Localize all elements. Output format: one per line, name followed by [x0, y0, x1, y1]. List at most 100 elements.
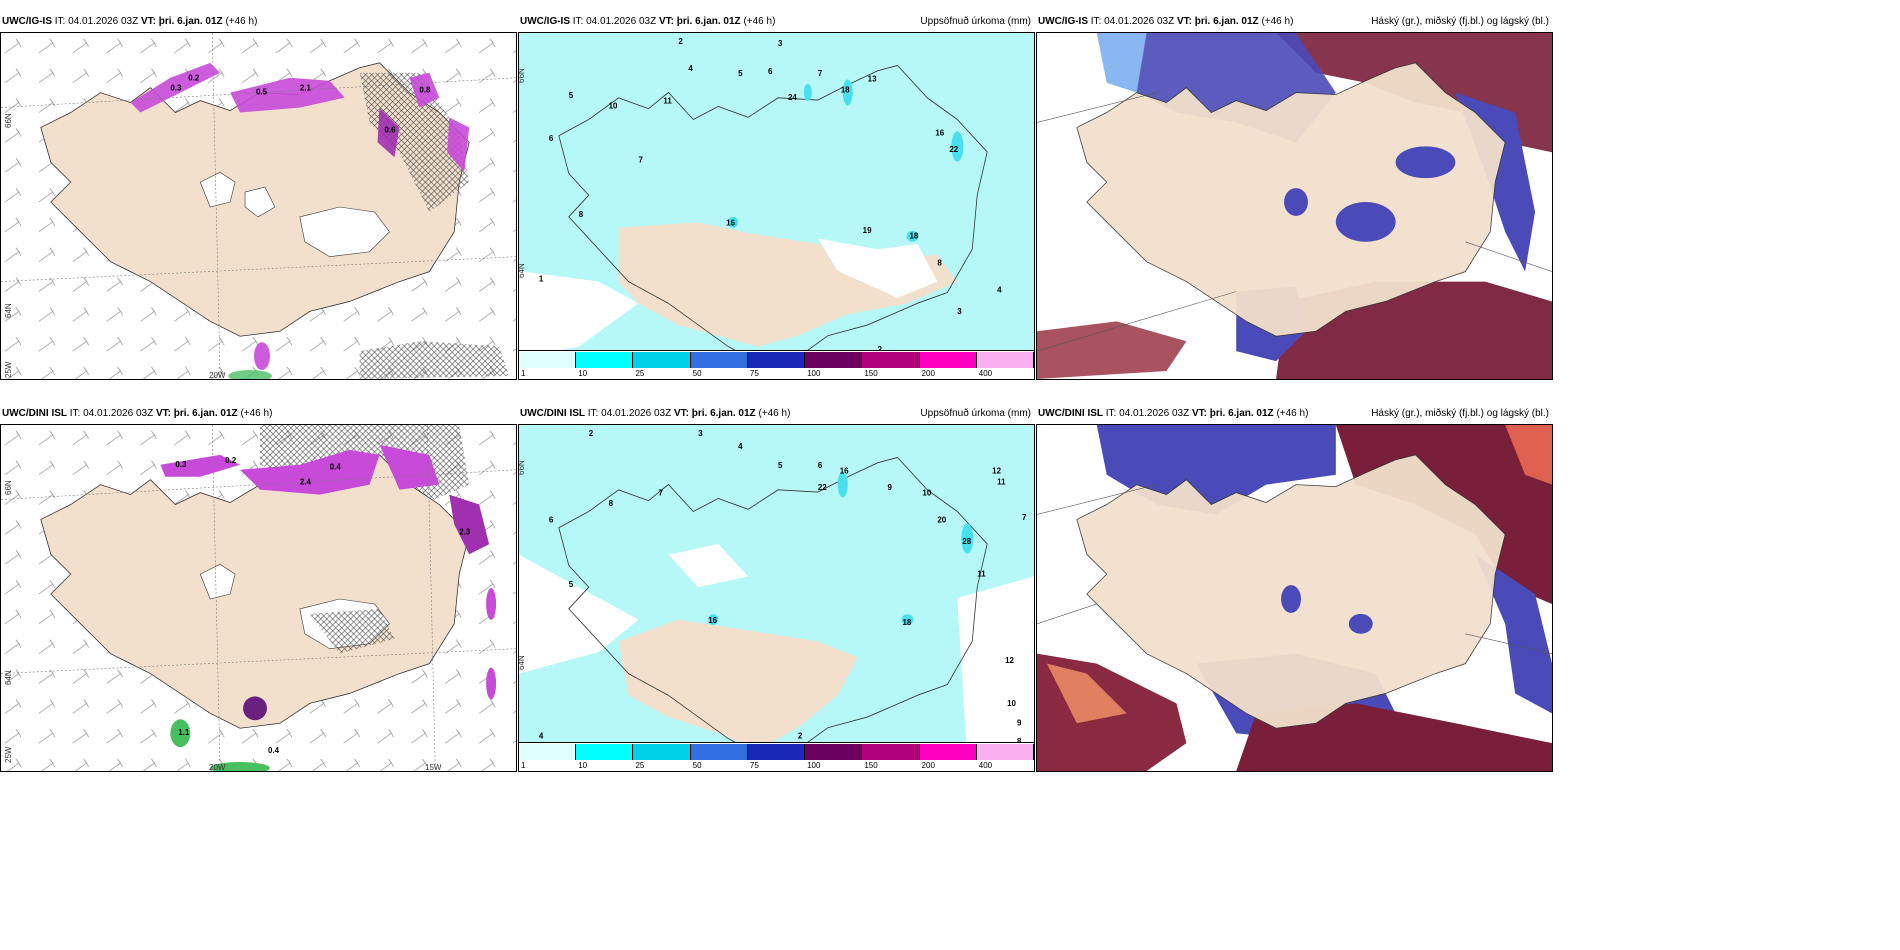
- snow-label: 0.6: [385, 125, 397, 134]
- panel-header-1: UWC/IG-IS IT: 04.01.2026 03Z VT: þri. 6.…: [0, 14, 517, 30]
- map-clouds-dini: [1037, 425, 1552, 771]
- precip-value: 4: [539, 730, 544, 740]
- lat-label-66n: 66N: [4, 113, 13, 128]
- legend-swatch: [805, 744, 863, 760]
- precip-value: 10: [1007, 698, 1016, 708]
- glacier-hofs: [244, 186, 276, 218]
- land-outline: [558, 456, 988, 756]
- legend-swatch: [976, 744, 1034, 760]
- snow-band-north: [130, 62, 221, 113]
- precip-value: 4: [997, 284, 1002, 294]
- legend-swatch: [976, 352, 1034, 368]
- panel-wind-snow-dini: 0.3 0.2 0.4 2.4 2.3 1.1 0.4 66N 64N 25W …: [0, 424, 517, 772]
- legend-tick-label: 75: [749, 761, 759, 770]
- mid-cloud-patch: [1281, 585, 1301, 613]
- legend-tick-label: 150: [864, 369, 878, 378]
- lead-time: (+46 h): [743, 16, 776, 27]
- precip-legend: 1 10 25 50 75 100 150 200 400: [519, 742, 1034, 771]
- vt-label: VT:: [140, 16, 156, 27]
- legend-tick-label: 1: [521, 369, 526, 378]
- panel-header-3: UWC/IG-IS IT: 04.01.2026 03Z VT: þri. 6.…: [1036, 14, 1553, 30]
- legend-swatch: [747, 744, 806, 760]
- precip-value: 6: [549, 514, 554, 524]
- green-spot: [228, 370, 272, 379]
- green-spot: [210, 762, 270, 771]
- legend-swatch: [690, 352, 748, 368]
- panel-header-2: UWC/IG-IS IT: 04.01.2026 03Z VT: þri. 6.…: [518, 14, 1035, 30]
- legend-tick-label: 10: [578, 369, 588, 378]
- high-cloud-sw-red: [1046, 663, 1127, 724]
- precip-value: 9: [888, 482, 893, 492]
- precip-value: 19: [863, 225, 872, 235]
- panel-clouds-ig: [1036, 32, 1553, 380]
- snow-band-east2: [447, 117, 470, 173]
- precip-value: 6: [549, 133, 554, 143]
- panel-header-6: UWC/DINI ISL IT: 04.01.2026 03Z VT: þri.…: [1036, 406, 1553, 422]
- it-value: 04.01.2026 03Z: [1119, 408, 1190, 419]
- dry-area-south: [618, 222, 958, 347]
- it-label: IT:: [54, 16, 66, 27]
- lon-label-25w: 25W: [4, 746, 13, 763]
- precip-value: 16: [840, 465, 849, 475]
- legend-tick-label: 25: [635, 369, 645, 378]
- precip-value: 18: [909, 230, 918, 240]
- precip-value: 18: [903, 617, 912, 627]
- map-clouds-ig: [1037, 33, 1552, 379]
- precip-value: 11: [663, 95, 672, 105]
- legend-tick-label: 75: [749, 369, 759, 378]
- hatch-area-s: [359, 341, 510, 379]
- legend-tick-label: 150: [864, 761, 878, 770]
- precip-value: 2: [798, 730, 803, 740]
- wet-spot: [708, 614, 719, 626]
- precip-value: 10: [922, 487, 931, 497]
- glacier-lang: [199, 171, 236, 208]
- lead-time: (+46 h): [1276, 408, 1309, 419]
- legend-tick-label: 400: [978, 369, 993, 378]
- lat-label-64n: 64N: [4, 303, 13, 318]
- lat-label-64n: 64N: [4, 670, 13, 685]
- snow-label: 2.1: [300, 84, 312, 93]
- wet-spot: [842, 79, 853, 106]
- precip-value: 7: [658, 487, 663, 497]
- land-outline: [558, 64, 988, 364]
- precip-value: 8: [609, 498, 614, 508]
- precip-value: 22: [818, 482, 827, 492]
- vt-value: þri. 6.jan. 01Z: [1209, 408, 1274, 419]
- panel-field-title: Háský (gr.), miðský (fj.bl.) og lágský (…: [1371, 408, 1549, 419]
- lat-label-66n: 66N: [4, 480, 13, 495]
- legend-tick-label: 1: [521, 761, 526, 770]
- it-value: 04.01.2026 03Z: [586, 16, 657, 27]
- map-wind-snow-dini: 0.3 0.2 0.4 2.4 2.3 1.1 0.4: [1, 425, 516, 771]
- vt-label: VT:: [1191, 408, 1207, 419]
- map-precip-dini: 2 3 4 5 6 7 8 9 10 11 12 16 22 20 28 18 …: [519, 425, 1034, 771]
- wet-spot: [901, 614, 914, 626]
- it-label: IT:: [1090, 16, 1102, 27]
- glacier-lang: [199, 563, 236, 600]
- white-region-west: [519, 270, 639, 358]
- white-region-east: [957, 576, 1034, 761]
- legend-tick-label: 200: [921, 369, 935, 378]
- precip-value: 4: [688, 63, 693, 73]
- legend-tick-label: 400: [978, 761, 993, 770]
- map-wind-snow-ig: 0.3 0.2 0.5 2.1 0.6 0.8: [1, 33, 516, 379]
- hatch-area-glacier: [309, 608, 395, 654]
- lat-label-64n-right: 64N: [518, 655, 526, 670]
- snow-band-east: [377, 107, 400, 158]
- model-name: UWC/IG-IS: [520, 16, 570, 27]
- precip-value: 10: [609, 100, 618, 110]
- lead-time: (+46 h): [225, 16, 258, 27]
- precip-value: 16: [726, 217, 735, 227]
- snow-label: 0.4: [330, 463, 342, 472]
- precip-value: 2: [878, 344, 883, 354]
- lon-label-25w: 25W: [4, 361, 13, 378]
- mid-cloud-patch: [1335, 202, 1396, 242]
- white-region-s: [817, 238, 938, 298]
- snow-label: 0.2: [188, 74, 200, 83]
- vt-value: þri. 6.jan. 01Z: [173, 408, 238, 419]
- it-value: 04.01.2026 03Z: [68, 16, 139, 27]
- precip-values: 2 3 4 5 6 7 8 9 10 11 12 16 22 20 28 18 …: [539, 427, 1027, 756]
- legend-tick-label: 10: [578, 761, 588, 770]
- legend-tick-label: 50: [692, 369, 702, 378]
- panel-field-title: Uppsöfnuð úrkoma (mm): [920, 408, 1031, 419]
- snow-band-ne: [240, 449, 380, 495]
